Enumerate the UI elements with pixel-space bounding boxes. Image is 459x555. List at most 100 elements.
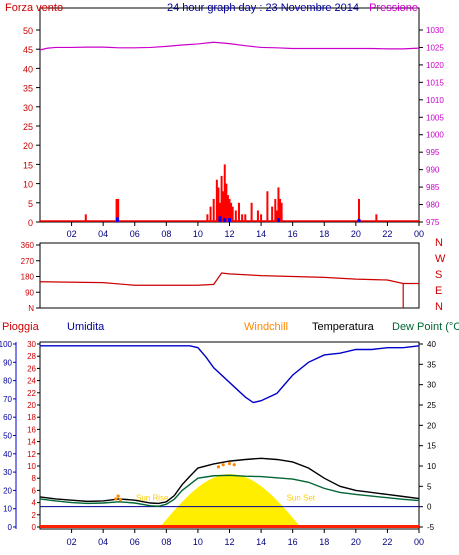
direction-tick-label: N bbox=[28, 304, 34, 313]
humidity-tick-label: 30 bbox=[3, 468, 12, 477]
wind-speed-bar bbox=[115, 198, 118, 222]
wind-speed-bar bbox=[277, 187, 280, 222]
wind-speed-bar bbox=[234, 210, 237, 222]
panel2-series bbox=[39, 272, 419, 308]
wind-tick-label: 35 bbox=[23, 84, 33, 94]
panel-wind-pressure: Forza vento 24 hour graph day : 23 Novem… bbox=[5, 2, 444, 239]
pressure-tick-label: 1030 bbox=[426, 26, 444, 35]
hour-tick-label: 04 bbox=[98, 537, 108, 547]
temperature-tick-label: -5 bbox=[427, 523, 435, 532]
wind-speed-bar bbox=[226, 195, 229, 222]
wind-tick-label: 50 bbox=[23, 26, 33, 36]
pressure-tick-label: 995 bbox=[426, 148, 440, 157]
wind-speed-bar bbox=[219, 202, 222, 222]
panel1-series bbox=[39, 41, 420, 222]
wind-tick-label: 15 bbox=[23, 160, 33, 170]
dew-point-line bbox=[39, 474, 420, 507]
wind-speed-bar bbox=[215, 179, 218, 222]
windchill-point bbox=[116, 494, 120, 498]
temperature-tick-label: 10 bbox=[427, 462, 436, 471]
rain-tick-label: 24 bbox=[27, 377, 36, 386]
wind-speed-bar bbox=[212, 198, 215, 222]
rain-tick-label: 30 bbox=[27, 340, 36, 349]
panel3-hour-ticks: 02 04 06 08 10 12 14 16 18 20 22 00 bbox=[67, 529, 424, 547]
rain-tick-label: 22 bbox=[27, 389, 36, 398]
wind-gust-bar bbox=[276, 218, 280, 222]
wind-speed-bar bbox=[275, 210, 278, 222]
wind-speed-bar bbox=[231, 206, 234, 222]
rain-tick-label: 14 bbox=[27, 438, 36, 447]
hour-tick-label: 00 bbox=[414, 537, 424, 547]
direction-tick-label: 180 bbox=[21, 273, 35, 282]
legend-pioggia: Pioggia bbox=[2, 321, 40, 333]
rain-tick-label: 2 bbox=[32, 511, 37, 520]
hour-tick-label: 06 bbox=[130, 537, 140, 547]
windchill-point bbox=[216, 465, 221, 469]
wind-gust-bar bbox=[357, 218, 361, 222]
humidity-line bbox=[40, 345, 420, 404]
pressure-axis-label: Pressione bbox=[369, 2, 418, 14]
compass-label: W bbox=[435, 253, 446, 265]
panel-temperature-humidity: Pioggia Umidita Windchill Temperatura De… bbox=[0, 321, 459, 547]
rain-tick-label: 26 bbox=[27, 364, 36, 373]
humidity-tick-label: 10 bbox=[3, 505, 12, 514]
wind-speed-bar bbox=[256, 210, 259, 222]
rain-tick-label: 20 bbox=[27, 401, 36, 410]
pressure-tick-label: 990 bbox=[426, 166, 440, 175]
temperature-tick-label: 30 bbox=[427, 381, 436, 390]
hour-tick-label: 18 bbox=[319, 537, 329, 547]
pressure-tick-label: 1025 bbox=[426, 43, 444, 52]
wind-speed-bar bbox=[217, 187, 220, 222]
wind-gust-bar bbox=[115, 217, 119, 222]
rain-tick-label: 28 bbox=[27, 352, 36, 361]
hour-tick-label: 14 bbox=[256, 229, 266, 239]
hour-tick-label: 20 bbox=[351, 229, 361, 239]
wind-speed-bar bbox=[220, 175, 223, 222]
wind-speed-bar bbox=[241, 214, 244, 222]
humidity-tick-label: 20 bbox=[3, 486, 12, 495]
hour-tick-label: 12 bbox=[224, 537, 234, 547]
humidity-tick-label: 100 bbox=[0, 340, 13, 349]
panel1-hour-ticks: 02 04 06 08 10 12 14 16 18 20 22 00 bbox=[67, 222, 424, 239]
legend-dew-point: Dew Point (°C bbox=[392, 321, 459, 333]
wind-speed-bar bbox=[274, 198, 277, 222]
humidity-tick-label: 50 bbox=[3, 432, 12, 441]
temperature-tick-label: 20 bbox=[427, 421, 436, 430]
wind-speed-bar bbox=[280, 202, 283, 222]
hour-tick-label: 06 bbox=[130, 229, 140, 239]
windchill-point bbox=[227, 461, 232, 466]
wind-axis-label: Forza vento bbox=[5, 2, 63, 14]
compass-label: S bbox=[435, 269, 442, 281]
temperature-tick-label: 35 bbox=[427, 360, 436, 369]
humidity-tick-label: 70 bbox=[3, 395, 12, 404]
hour-tick-label: 08 bbox=[161, 537, 171, 547]
wind-speed-bar bbox=[223, 164, 226, 222]
hour-tick-label: 08 bbox=[161, 229, 171, 239]
pressure-tick-label: 980 bbox=[426, 201, 440, 210]
wind-speed-bar bbox=[244, 214, 247, 222]
compass-label: N bbox=[435, 237, 443, 249]
wind-tick-label: 10 bbox=[23, 180, 33, 190]
humidity-tick-label: 80 bbox=[3, 377, 12, 386]
pressure-tick-label: 1000 bbox=[426, 131, 444, 140]
rain-tick-label: 6 bbox=[32, 486, 37, 495]
wind-speed-bar bbox=[117, 198, 120, 222]
wind-speed-bar bbox=[228, 198, 231, 222]
wind-direction-line bbox=[39, 272, 419, 286]
wind-speed-bar bbox=[209, 206, 212, 222]
temperature-tick-label: 40 bbox=[427, 340, 436, 349]
humidity-tick-label: 0 bbox=[8, 523, 13, 532]
pressure-line bbox=[39, 41, 420, 51]
temperature-tick-label: 5 bbox=[427, 482, 432, 491]
wind-speed-bar bbox=[375, 214, 378, 222]
humidity-tick-label: 60 bbox=[3, 413, 12, 422]
wind-tick-label: 40 bbox=[23, 64, 33, 74]
pressure-ticks: 975 980 985 990 995 1000 1005 1010 1015 1020 1025 1… bbox=[419, 26, 444, 227]
temperature-tick-label: 0 bbox=[427, 503, 432, 512]
compass-label: N bbox=[435, 301, 443, 313]
temperature-line bbox=[39, 457, 420, 505]
direction-tick-label: 270 bbox=[21, 257, 35, 266]
legend-windchill: Windchill bbox=[244, 321, 288, 333]
direction-tick-label: 360 bbox=[21, 241, 35, 250]
